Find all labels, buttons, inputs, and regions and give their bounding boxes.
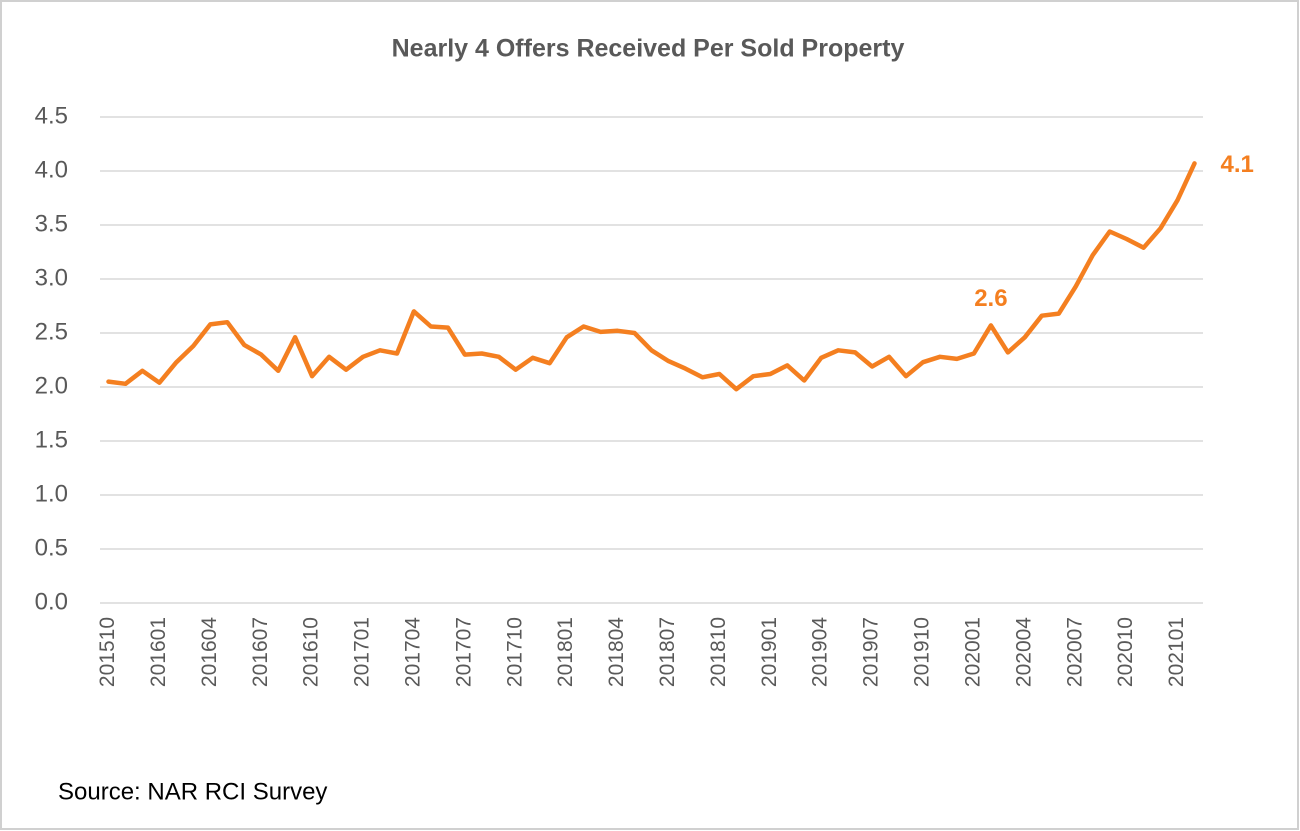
x-tick-label: 201807: [656, 617, 679, 687]
y-tick-label: 2.0: [35, 372, 68, 399]
x-tick-label: 201810: [707, 617, 730, 687]
x-tick-label: 201604: [198, 617, 221, 687]
x-tick-label: 201601: [147, 617, 170, 687]
x-tick-label: 201701: [351, 617, 374, 687]
x-tick-label: 201904: [809, 617, 832, 687]
y-tick-label: 4.5: [35, 102, 68, 129]
y-tick-label: 0.5: [35, 534, 68, 561]
y-tick-label: 3.5: [35, 210, 68, 237]
x-tick-label: 202004: [1012, 617, 1035, 687]
value-label: 2.6: [974, 285, 1007, 312]
value-label: 4.1: [1221, 151, 1254, 178]
y-tick-label: 1.0: [35, 480, 68, 507]
y-tick-label: 3.0: [35, 264, 68, 291]
x-tick-label: 201610: [300, 617, 323, 687]
x-tick-label: 201510: [96, 617, 119, 687]
x-tick-label: 202010: [1114, 617, 1137, 687]
data-line: [106, 161, 1197, 392]
x-tick-label: 201907: [860, 617, 883, 687]
x-tick-label: 201801: [554, 617, 577, 687]
x-tick-label: 201910: [911, 617, 934, 687]
x-tick-label: 201901: [758, 617, 781, 687]
y-tick-label: 2.5: [35, 318, 68, 345]
y-tick-label: 0.0: [35, 588, 68, 615]
x-tick-label: 201707: [452, 617, 475, 687]
x-tick-label: 202007: [1063, 617, 1086, 687]
source-note: Source: NAR RCI Survey: [58, 778, 327, 805]
x-tick-label: 201710: [503, 617, 526, 687]
x-tick-label: 202101: [1165, 617, 1188, 687]
x-tick-label: 201704: [401, 617, 424, 687]
y-tick-label: 1.5: [35, 426, 68, 453]
y-tick-label: 4.0: [35, 156, 68, 183]
x-tick-label: 202001: [961, 617, 984, 687]
x-tick-label: 201607: [249, 617, 272, 687]
x-tick-label: 201804: [605, 617, 628, 687]
chart-title: Nearly 4 Offers Received Per Sold Proper…: [392, 35, 905, 63]
